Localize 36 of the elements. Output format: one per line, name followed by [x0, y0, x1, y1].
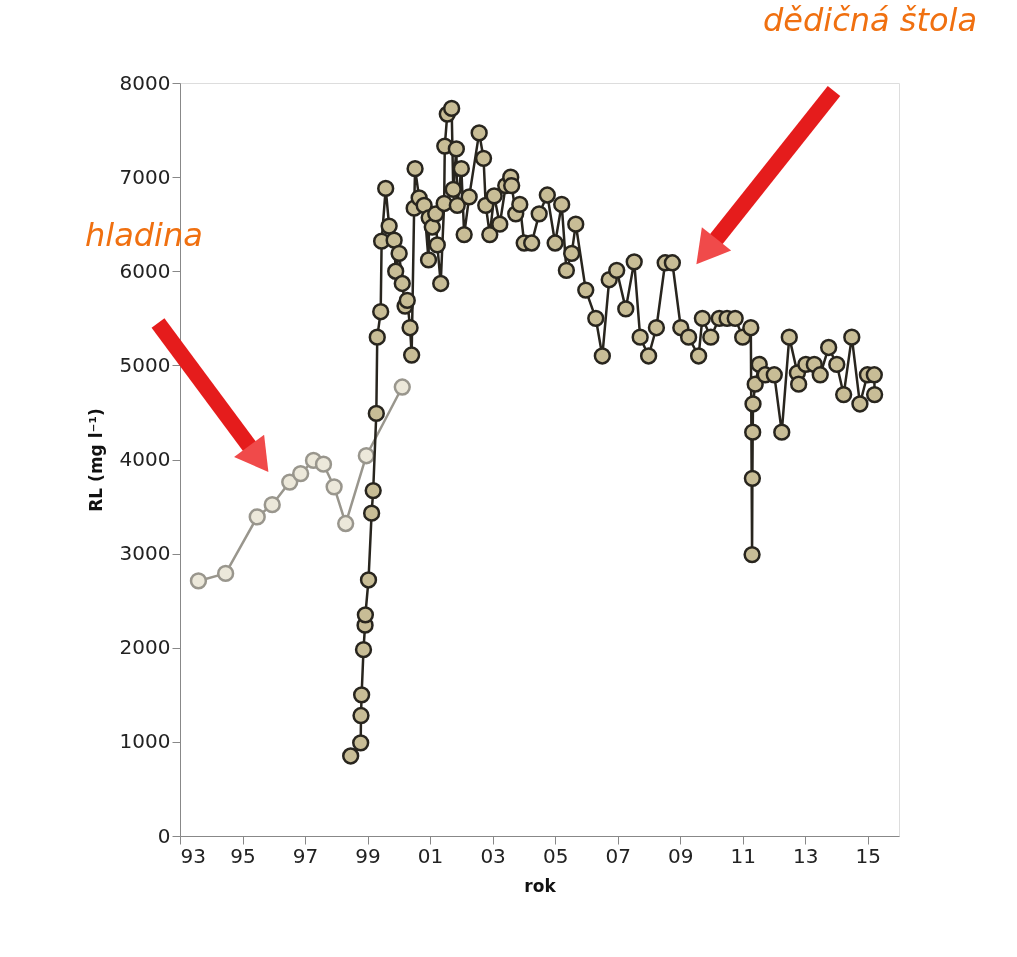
y-tick-label: 6000: [119, 258, 171, 283]
point: [357, 447, 375, 465]
y-tick-label: 5000: [119, 352, 171, 377]
x-tick-label: 09: [667, 843, 694, 868]
x-tick-label: 01: [417, 843, 444, 868]
x-tick-label: 99: [355, 843, 381, 868]
x-tick-label: 03: [480, 843, 506, 868]
point: [337, 514, 355, 533]
text: dědičná štola: [762, 1, 978, 39]
y-tick-label: 8000: [119, 70, 171, 95]
y-tick-label: 0: [157, 823, 171, 848]
point: [263, 496, 281, 514]
x-tick-label: 95: [230, 843, 256, 868]
point: [189, 572, 208, 590]
point: [325, 478, 343, 496]
y-tick-label: 2000: [119, 635, 171, 660]
x-tick-label: 97: [292, 843, 319, 868]
point: [248, 508, 266, 526]
point: [216, 564, 235, 583]
point: [281, 473, 299, 491]
x-tick-label: 07: [605, 843, 631, 868]
point: [393, 378, 411, 396]
x-tick-label: 05: [542, 843, 569, 868]
y-axis-title: RL (mg l⁻¹): [85, 408, 106, 512]
x-tick-label: 11: [730, 843, 756, 868]
point: [292, 464, 310, 483]
x-axis-title: rok: [524, 875, 557, 896]
x-tick-label: 13: [792, 843, 819, 868]
y-tick-label: 4000: [119, 447, 171, 471]
x-tick-label: 93: [180, 843, 206, 868]
x-tick-label: 15: [855, 843, 881, 868]
y-tick-label: 7000: [119, 164, 171, 189]
y-tick-label: 1000: [119, 729, 171, 754]
annotation: hladina: [85, 216, 203, 254]
point: [314, 455, 333, 473]
y-tick-label: 3000: [119, 541, 171, 566]
